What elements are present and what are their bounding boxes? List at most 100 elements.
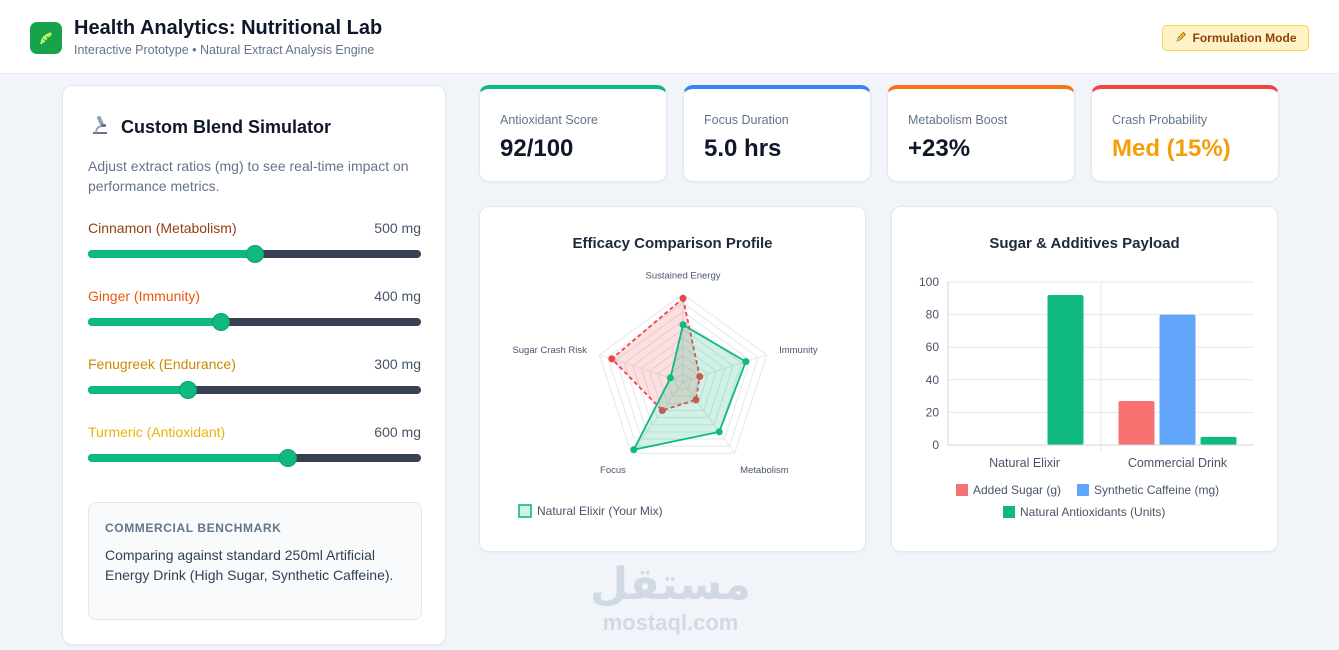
efficacy-chart-card: Efficacy Comparison Profile Sustained En… [479, 206, 866, 552]
radar-grid-ring [674, 372, 692, 390]
radar-grid-ring [648, 346, 718, 411]
radar-point [742, 358, 750, 366]
bar-natural-natural [1047, 295, 1084, 445]
bar-y-tick-label: 60 [926, 340, 940, 354]
bar-legend-swatch [956, 484, 968, 496]
formulation-mode-button[interactable]: Formulation Mode [1162, 25, 1309, 51]
microscope-icon [89, 114, 111, 141]
slider-value: 500 mg [374, 220, 421, 236]
radar-legend-label: Natural Elixir (Your Mix) [537, 504, 663, 518]
bar-legend-swatch [1077, 484, 1089, 496]
bar-y-tick-label: 100 [919, 275, 939, 289]
slider-label: Ginger (Immunity) [88, 288, 201, 304]
slider-thumb[interactable] [179, 382, 196, 398]
blend-simulator-panel: Custom Blend Simulator Adjust extract ra… [62, 85, 446, 645]
metric-card-metabolism: Metabolism Boost +23% [887, 85, 1075, 182]
slider-fill [88, 386, 188, 394]
slider-thumb[interactable] [279, 450, 296, 466]
bar-y-tick-label: 20 [926, 405, 940, 419]
slider-fill [88, 318, 222, 326]
radar-grid-ring [598, 293, 768, 454]
bar-y-tick-label: 0 [932, 438, 939, 452]
metric-card-focus: Focus Duration 5.0 hrs [683, 85, 871, 182]
radar-grid-ring [623, 319, 743, 433]
bar-legend-label: Added Sugar (g) [973, 483, 1061, 497]
radar-spoke [682, 381, 736, 454]
radar-point [666, 374, 674, 382]
radar-axis-label: Sustained Energy [646, 271, 721, 282]
bar-chart: 0 20 40 60 80 100 Natural Elixir Commercial Dri… [919, 275, 1254, 519]
radar-spoke [630, 381, 684, 454]
bar-legend-swatch [1003, 506, 1015, 518]
metric-value: +23% [908, 135, 971, 162]
bar-y-tick-label: 40 [926, 373, 940, 387]
watermark-latin: mostaql.com [602, 610, 739, 635]
metric-value: 92/100 [500, 135, 574, 162]
bar-synthetic-commercial [1159, 314, 1196, 445]
bar-y-tick-label: 80 [926, 308, 940, 322]
slider-label: Fenugreek (Endurance) [88, 356, 236, 372]
watermark: مستقل mostaql.com [588, 560, 753, 636]
radar-legend-swatch [518, 504, 532, 518]
leaf-icon [30, 22, 62, 54]
simulator-heading: Custom Blend Simulator [89, 114, 331, 141]
radar-series-commercial [610, 296, 701, 412]
radar-point [630, 446, 638, 454]
page-title: Health Analytics: Nutritional Lab [74, 17, 383, 39]
bar-chart-title: Sugar & Additives Payload [989, 235, 1180, 252]
radar-point [692, 396, 700, 404]
slider-value: 600 mg [374, 424, 421, 440]
radar-axis-label: Focus [600, 465, 626, 476]
bar-x-tick-label: Commercial Drink [1128, 456, 1228, 470]
slider-label: Cinnamon (Metabolism) [88, 220, 237, 236]
radar-grid-ring [657, 354, 709, 404]
pencil-icon [1175, 31, 1187, 46]
cinnamon-range-slider[interactable] [88, 246, 421, 262]
radar-series-natural-elixir [632, 323, 747, 451]
bar-x-tick-label: Natural Elixir [989, 456, 1060, 470]
metric-value: Med (15%) [1112, 135, 1231, 162]
slider-thumb[interactable] [213, 314, 230, 330]
benchmark-title: COMMERCIAL BENCHMARK [105, 521, 282, 535]
radar-grid-ring [632, 328, 734, 426]
slider-value: 300 mg [374, 356, 421, 372]
metric-label: Antioxidant Score [500, 113, 598, 127]
turmeric-range-slider[interactable] [88, 450, 421, 466]
slider-fill [88, 454, 288, 462]
radar-point [679, 294, 687, 302]
metric-card-crash: Crash Probability Med (15%) [1091, 85, 1279, 182]
radar-point [658, 406, 666, 414]
slider-value: 400 mg [374, 288, 421, 304]
radar-grid-ring [640, 337, 726, 419]
bar-natural-commercial [1200, 436, 1237, 445]
radar-chart-title: Efficacy Comparison Profile [572, 235, 773, 252]
sugar-chart-card: Sugar & Additives Payload 0 20 40 60 80 100 Na… [891, 206, 1278, 552]
radar-grid-ring [607, 302, 759, 447]
radar-point [608, 355, 616, 363]
metric-label: Focus Duration [704, 113, 789, 127]
slider-thumb[interactable] [246, 246, 263, 262]
app-header: Health Analytics: Nutritional Lab Intera… [0, 0, 1339, 74]
formulation-mode-label: Formulation Mode [1192, 31, 1297, 45]
radar-axis-label: Sugar Crash Risk [512, 345, 587, 356]
radar-point [715, 428, 723, 436]
metric-label: Crash Probability [1112, 113, 1208, 127]
radar-axis-label: Metabolism [740, 465, 789, 476]
radar-axis-label: Immunity [779, 345, 818, 356]
radar-point [696, 373, 704, 381]
bar-legend-label: Natural Antioxidants (Units) [1020, 505, 1165, 519]
ginger-range-slider[interactable] [88, 314, 421, 330]
simulator-description: Adjust extract ratios (mg) to see real-t… [88, 158, 409, 194]
bar-legend-label: Synthetic Caffeine (mg) [1094, 483, 1219, 497]
radar-point [679, 321, 687, 329]
metric-value: 5.0 hrs [704, 135, 782, 162]
metric-card-antioxidant: Antioxidant Score 92/100 [479, 85, 667, 182]
page-subtitle: Interactive Prototype • Natural Extract … [74, 43, 375, 57]
bar-added-commercial [1118, 400, 1155, 445]
fenugreek-range-slider[interactable] [88, 382, 421, 398]
metric-label: Metabolism Boost [908, 113, 1008, 127]
watermark-arabic: مستقل [590, 559, 751, 610]
benchmark-text: Comparing against standard 250ml Artific… [105, 547, 394, 583]
slider-fill [88, 250, 255, 258]
slider-label: Turmeric (Antioxidant) [88, 424, 226, 440]
